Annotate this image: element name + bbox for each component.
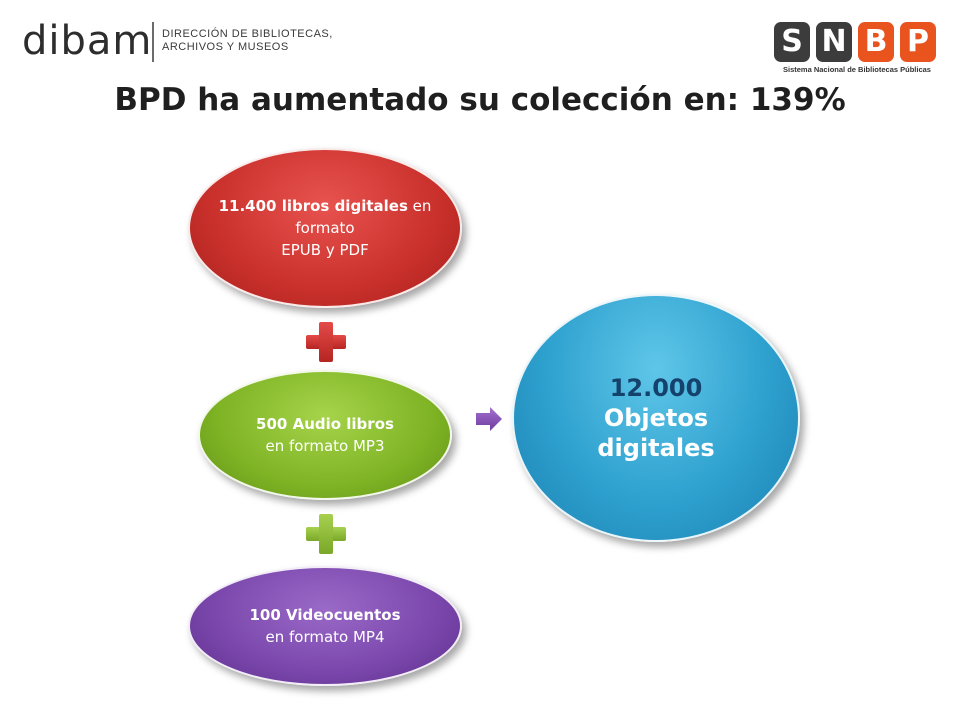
videos-ellipse: 100 Videocuentos en formato MP4 bbox=[188, 566, 462, 686]
dibam-subtitle: DIRECCIÓN DE BIBLIOTECAS, ARCHIVOS Y MUS… bbox=[162, 28, 333, 54]
total-line2: Objetos bbox=[603, 404, 709, 432]
snbp-logo: S N B P Sistema Nacional de Bibliotecas … bbox=[772, 22, 942, 80]
ebooks-text: 11.400 libros digitales en formato EPUB … bbox=[190, 195, 460, 261]
total-number: 12.000 bbox=[609, 374, 703, 402]
ebooks-bold: 11.400 libros digitales bbox=[218, 197, 408, 215]
total-text: 12.000 Objetos digitales bbox=[597, 373, 714, 463]
logo-divider bbox=[152, 22, 154, 62]
dibam-wordmark: dibam bbox=[22, 18, 153, 64]
dibam-logo: dibam DIRECCIÓN DE BIBLIOTECAS, ARCHIVOS… bbox=[22, 18, 332, 68]
snbp-letter-b: B bbox=[858, 22, 894, 62]
audiobooks-rest: en formato MP3 bbox=[265, 437, 385, 455]
plus-icon bbox=[306, 322, 346, 362]
audiobooks-text: 500 Audio libros en formato MP3 bbox=[256, 413, 394, 457]
videos-bold: 100 Videocuentos bbox=[249, 606, 401, 624]
ebooks-rest2: EPUB y PDF bbox=[281, 241, 369, 259]
videos-text: 100 Videocuentos en formato MP4 bbox=[249, 604, 400, 648]
videos-rest: en formato MP4 bbox=[265, 628, 385, 646]
snbp-letter-s: S bbox=[774, 22, 810, 62]
audiobooks-bold: 500 Audio libros bbox=[256, 415, 394, 433]
snbp-letter-p: P bbox=[900, 22, 936, 62]
snbp-letter-n: N bbox=[816, 22, 852, 62]
plus-icon bbox=[306, 514, 346, 554]
ebooks-rest1: en formato bbox=[295, 197, 432, 237]
total-ellipse: 12.000 Objetos digitales bbox=[512, 294, 800, 542]
audiobooks-ellipse: 500 Audio libros en formato MP3 bbox=[198, 370, 452, 500]
total-line3: digitales bbox=[597, 434, 715, 462]
arrow-right-icon bbox=[476, 407, 502, 431]
dibam-subtitle-line2: ARCHIVOS Y MUSEOS bbox=[162, 41, 289, 53]
page-title: BPD ha aumentado su colección en: 139% bbox=[114, 82, 846, 118]
snbp-caption: Sistema Nacional de Bibliotecas Públicas bbox=[783, 65, 931, 74]
ebooks-ellipse: 11.400 libros digitales en formato EPUB … bbox=[188, 148, 462, 308]
dibam-subtitle-line1: DIRECCIÓN DE BIBLIOTECAS, bbox=[162, 28, 333, 40]
